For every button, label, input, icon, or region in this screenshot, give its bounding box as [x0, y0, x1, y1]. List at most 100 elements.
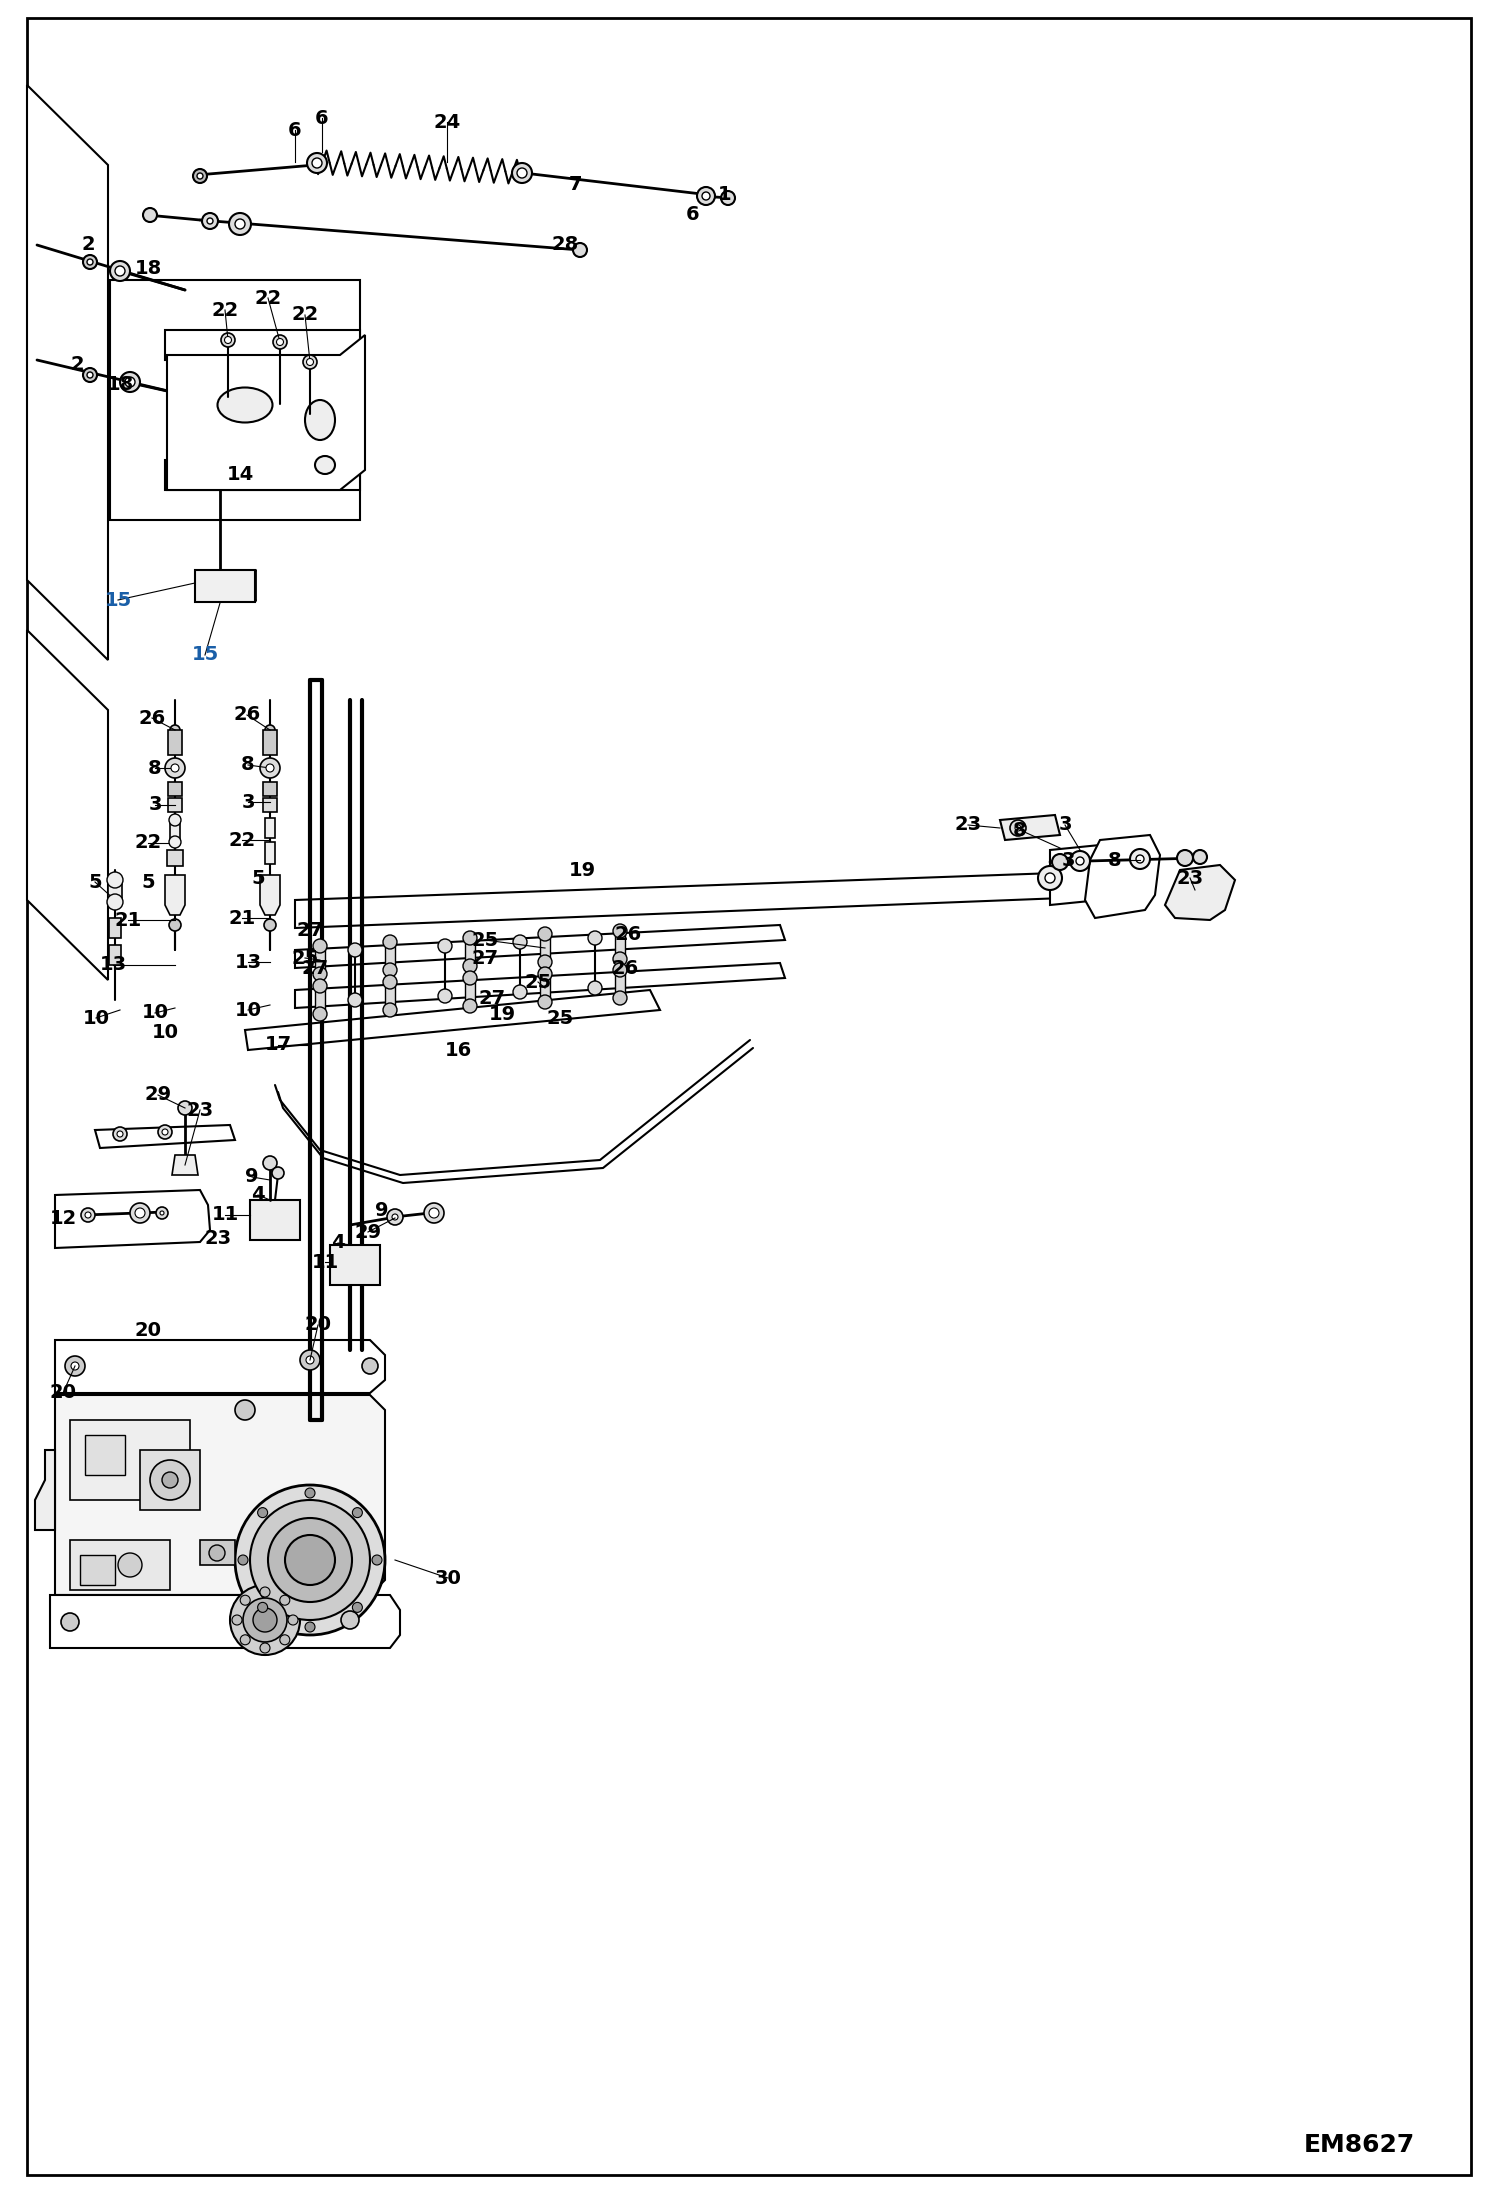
Text: 23: 23: [204, 1228, 232, 1248]
Polygon shape: [295, 871, 1140, 928]
Text: 8: 8: [1013, 820, 1026, 840]
Circle shape: [512, 934, 527, 950]
Text: 18: 18: [135, 259, 162, 279]
Text: 16: 16: [445, 1039, 472, 1059]
Text: 27: 27: [478, 989, 505, 1007]
Text: 18: 18: [106, 375, 133, 395]
Text: 27: 27: [297, 921, 324, 939]
Polygon shape: [165, 875, 184, 914]
Bar: [264, 798, 277, 811]
Circle shape: [198, 173, 204, 180]
Text: 1: 1: [718, 186, 733, 204]
Polygon shape: [1165, 864, 1234, 921]
Circle shape: [1070, 851, 1091, 871]
Text: 5: 5: [252, 868, 265, 888]
Circle shape: [697, 186, 715, 204]
Circle shape: [1052, 853, 1068, 871]
Circle shape: [265, 726, 276, 735]
Circle shape: [424, 1204, 443, 1224]
Text: 5: 5: [88, 873, 102, 893]
Bar: [464, 980, 475, 1004]
Circle shape: [721, 191, 736, 204]
Circle shape: [150, 1461, 190, 1500]
Circle shape: [231, 1586, 300, 1656]
Text: 3: 3: [241, 792, 255, 811]
Circle shape: [135, 1208, 145, 1217]
Text: 4: 4: [252, 1186, 265, 1204]
Polygon shape: [109, 281, 360, 520]
Circle shape: [210, 1546, 225, 1561]
Circle shape: [258, 1507, 268, 1518]
Circle shape: [428, 1208, 439, 1217]
Text: 25: 25: [547, 1009, 574, 1029]
Text: 3: 3: [1061, 851, 1074, 868]
Circle shape: [348, 993, 363, 1007]
Circle shape: [1076, 857, 1085, 864]
Circle shape: [352, 1507, 363, 1518]
Circle shape: [538, 996, 551, 1009]
Circle shape: [261, 1588, 270, 1597]
Text: 25: 25: [292, 950, 319, 967]
Text: 22: 22: [135, 833, 162, 853]
Circle shape: [124, 377, 135, 386]
Text: 10: 10: [151, 1022, 178, 1042]
Text: 25: 25: [524, 971, 551, 991]
Text: 17: 17: [265, 1035, 292, 1055]
Circle shape: [238, 1555, 249, 1566]
Bar: [108, 879, 121, 901]
Circle shape: [64, 1355, 85, 1375]
Circle shape: [306, 1623, 315, 1632]
Circle shape: [258, 1603, 268, 1612]
Circle shape: [574, 243, 587, 257]
Circle shape: [202, 213, 219, 228]
Polygon shape: [49, 1594, 400, 1647]
Bar: [139, 1450, 201, 1511]
Circle shape: [130, 1204, 150, 1224]
Circle shape: [288, 1614, 298, 1625]
Text: 26: 26: [138, 708, 166, 728]
Bar: [168, 730, 181, 754]
Circle shape: [312, 158, 322, 169]
Text: 22: 22: [292, 305, 319, 325]
Circle shape: [117, 1132, 123, 1136]
Circle shape: [235, 1399, 255, 1421]
Circle shape: [267, 763, 274, 772]
Circle shape: [106, 873, 123, 888]
Circle shape: [463, 958, 476, 974]
Text: 2: 2: [81, 235, 94, 254]
Circle shape: [285, 1535, 336, 1586]
Text: 25: 25: [472, 930, 499, 950]
Circle shape: [169, 814, 181, 827]
Bar: [264, 730, 277, 754]
Circle shape: [273, 336, 288, 349]
Bar: [385, 943, 395, 967]
Circle shape: [81, 1208, 94, 1222]
Text: 23: 23: [1176, 868, 1203, 888]
Text: 4: 4: [331, 1232, 345, 1252]
Text: 3: 3: [148, 796, 162, 814]
Bar: [265, 842, 276, 864]
Text: 29: 29: [144, 1086, 172, 1105]
Text: 15: 15: [105, 590, 132, 610]
Circle shape: [235, 1485, 385, 1636]
Polygon shape: [55, 1340, 385, 1393]
Polygon shape: [295, 963, 785, 1009]
Text: 21: 21: [114, 910, 142, 930]
Circle shape: [1177, 851, 1192, 866]
Circle shape: [613, 991, 628, 1004]
Bar: [79, 1555, 115, 1586]
Text: 19: 19: [488, 1007, 515, 1024]
Circle shape: [463, 971, 476, 985]
Text: 26: 26: [234, 706, 261, 724]
Text: 3: 3: [1058, 816, 1071, 836]
Ellipse shape: [315, 456, 336, 474]
Circle shape: [383, 1002, 397, 1018]
Circle shape: [112, 1127, 127, 1140]
Circle shape: [517, 169, 527, 178]
Circle shape: [512, 985, 527, 1000]
Text: 19: 19: [568, 860, 596, 879]
Text: 23: 23: [954, 816, 981, 836]
Bar: [315, 947, 325, 971]
Text: 20: 20: [304, 1316, 331, 1336]
Circle shape: [306, 1489, 315, 1498]
